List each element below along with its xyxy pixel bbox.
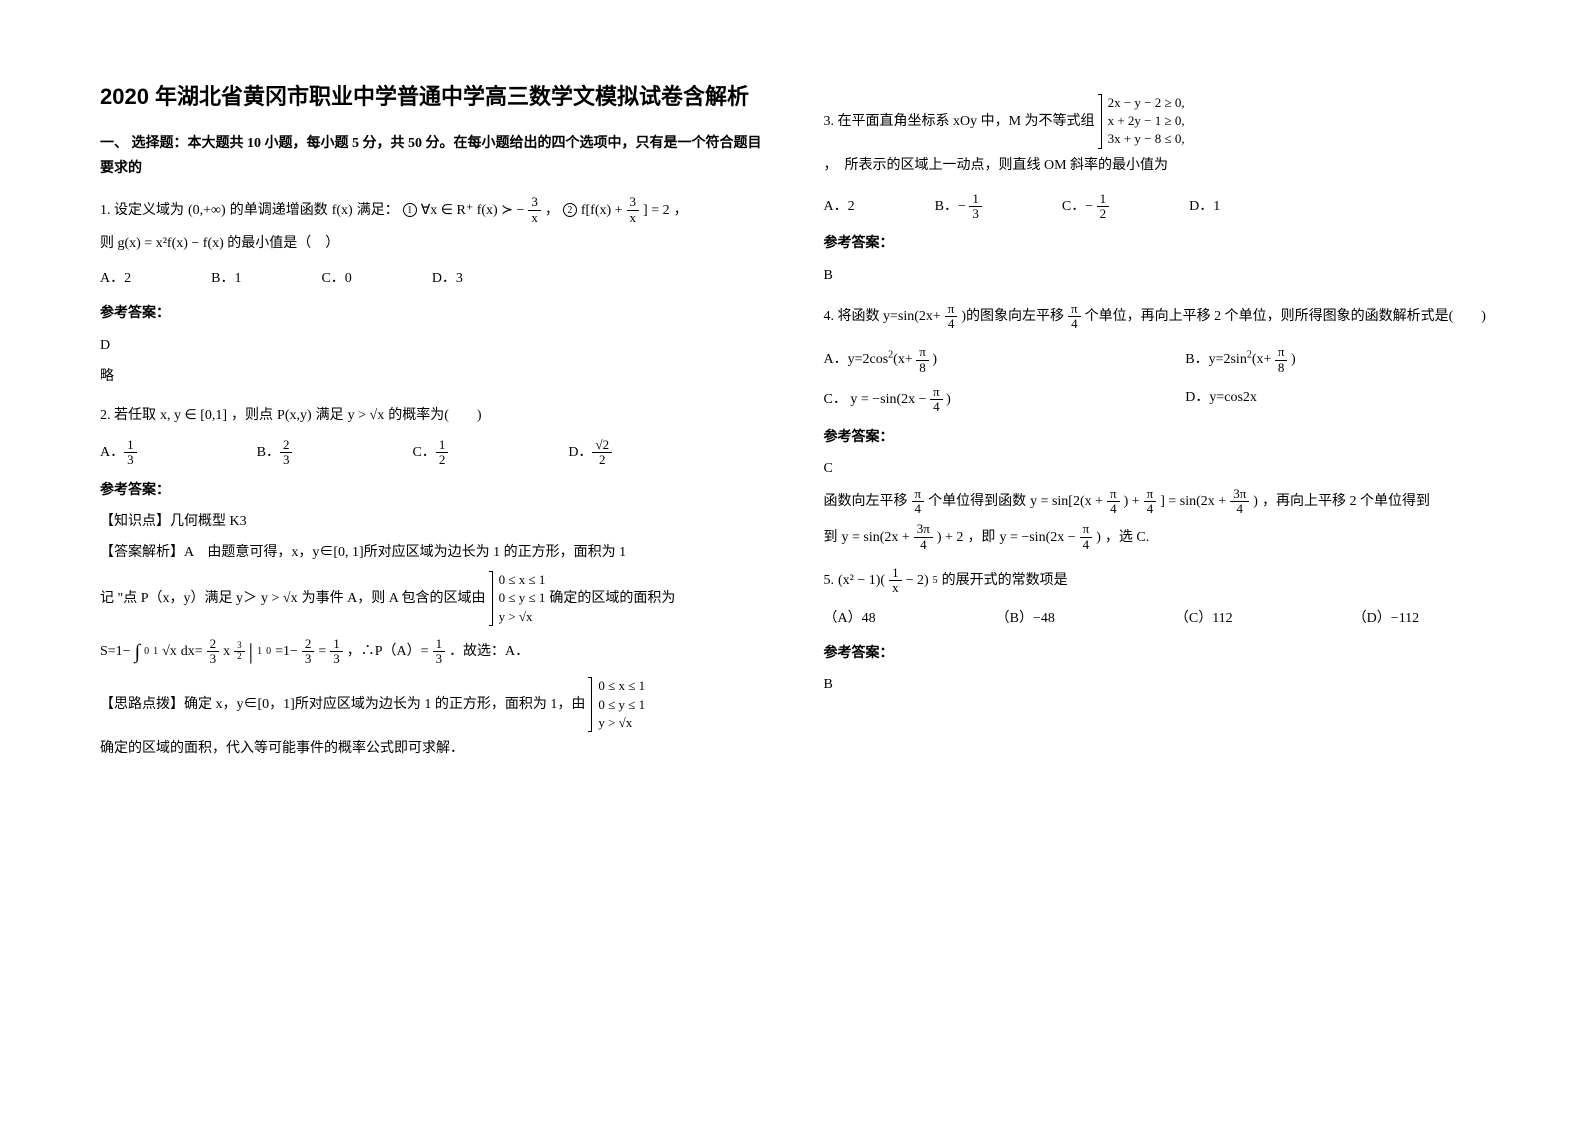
q3-opt-a: A．2 — [824, 194, 855, 219]
q1-options: A．2 B．1 C．0 D．3 — [100, 266, 764, 291]
fraction: 3 x — [627, 195, 640, 225]
q4-opt-c: C． y = −sin(2x − π4 ) — [824, 385, 1126, 415]
cases-icon: 2x − y − 2 ≥ 0, x + 2y − 1 ≥ 0, 3x + y −… — [1101, 94, 1185, 149]
q2-exp2: 记 "点 P（x，y）满足 y＞y > √x 为事件 A，则 A 包含的区域由 … — [100, 571, 764, 626]
question-3: 3. 在平面直角坐标系 xOy 中，M 为不等式组 2x − y − 2 ≥ 0… — [824, 94, 1488, 288]
q5-opt-d: （D）−112 — [1353, 606, 1420, 631]
q3-answer: B — [824, 263, 1488, 288]
q2-opt-c: C．12 — [412, 438, 448, 468]
q4-opt-a: A．y=2cos2(x+ π8 ) — [824, 345, 1126, 375]
answer-label: 参考答案： — [100, 301, 764, 326]
q4-options: A．y=2cos2(x+ π8 ) B．y=2sin2(x+ π8 ) C． y… — [824, 345, 1488, 414]
q1-stem: 1. 设定义域为 (0,+∞) 的单调递增函数 f(x) 满足： 1 ∀x ∈ … — [100, 195, 764, 225]
q4-stem: 4. 将函数 y=sin(2x+ π4 )的图象向左平移 π4 个单位，再向上平… — [824, 302, 1488, 332]
q5-opt-a: （A）48 — [824, 606, 876, 631]
q2-exp1: 【答案解析】A 由题意可得，x，y∈[0, 1]所对应区域为边长为 1 的正方形… — [100, 540, 764, 565]
q2-opt-a: A．13 — [100, 438, 137, 468]
q2-think: 【思路点拨】确定 x，y∈[0，1]所对应区域为边长为 1 的正方形，面积为 1… — [100, 677, 764, 761]
q3-options: A．2 B．− 13 C．− 12 D．1 — [824, 192, 1488, 222]
left-column: 2020 年湖北省黄冈市职业中学普通中学高三数学文模拟试卷含解析 一、 选择题：… — [100, 80, 764, 1082]
answer-label: 参考答案： — [100, 478, 764, 503]
q2-s-line: S=1− ∫01 √x dx= 23 x32 |10 =1− 23 = 13 ，… — [100, 632, 764, 672]
cases-icon: 0 ≤ x ≤ 1 0 ≤ y ≤ 1 y > √x — [492, 571, 546, 626]
q5-options: （A）48 （B）−48 （C）112 （D）−112 — [824, 606, 1488, 631]
q4-exp1: 函数向左平移 π4 个单位得到函数 y = sin[2(x + π4 ) + π… — [824, 487, 1488, 517]
q1-opt-d: D．3 — [432, 266, 463, 291]
q1-opt-b: B．1 — [211, 266, 241, 291]
q5-stem: 5. (x² − 1)( 1x − 2)5 的展开式的常数项是 — [824, 566, 1488, 596]
circle-1-icon: 1 — [403, 203, 417, 217]
q4-exp2: 到 y = sin(2x + 3π4 ) + 2 ，即 y = −sin(2x … — [824, 522, 1488, 552]
q1-opt-c: C．0 — [321, 266, 351, 291]
q1-opt-a: A．2 — [100, 266, 131, 291]
q3-opt-b: B．− 13 — [935, 192, 982, 222]
q4-answer: C — [824, 456, 1488, 481]
q2-opt-b: B．23 — [257, 438, 293, 468]
q5-answer: B — [824, 672, 1488, 697]
circle-2-icon: 2 — [563, 203, 577, 217]
q2-opt-d: D．√22 — [568, 438, 612, 468]
q1-g-line: 则 g(x) = x²f(x) − f(x) 的最小值是（ ） — [100, 231, 764, 256]
q3-stem: 3. 在平面直角坐标系 xOy 中，M 为不等式组 2x − y − 2 ≥ 0… — [824, 94, 1488, 178]
q4-opt-b: B．y=2sin2(x+ π8 ) — [1185, 345, 1487, 375]
q2-stem: 2. 若任取 x, y ∈ [0,1] ，则点 P(x,y) 满足 y > √x… — [100, 403, 764, 428]
right-column: 3. 在平面直角坐标系 xOy 中，M 为不等式组 2x − y − 2 ≥ 0… — [824, 80, 1488, 1082]
answer-label: 参考答案： — [824, 231, 1488, 256]
answer-label: 参考答案： — [824, 425, 1488, 450]
q5-opt-b: （B）−48 — [996, 606, 1055, 631]
exam-title: 2020 年湖北省黄冈市职业中学普通中学高三数学文模拟试卷含解析 — [100, 80, 764, 113]
fraction: 3 x — [528, 195, 541, 225]
q1-exp: 略 — [100, 364, 764, 389]
question-2: 2. 若任取 x, y ∈ [0,1] ，则点 P(x,y) 满足 y > √x… — [100, 403, 764, 761]
section-1-head: 一、 选择题：本大题共 10 小题，每小题 5 分，共 50 分。在每小题给出的… — [100, 131, 764, 181]
question-5: 5. (x² − 1)( 1x − 2)5 的展开式的常数项是 （A）48 （B… — [824, 566, 1488, 697]
q4-opt-d: D．y=cos2x — [1185, 385, 1487, 415]
q2-kp: 【知识点】几何概型 K3 — [100, 509, 764, 534]
answer-label: 参考答案： — [824, 641, 1488, 666]
q3-opt-c: C．− 12 — [1062, 192, 1109, 222]
q1-answer: D — [100, 333, 764, 358]
q2-options: A．13 B．23 C．12 D．√22 — [100, 438, 764, 468]
question-4: 4. 将函数 y=sin(2x+ π4 )的图象向左平移 π4 个单位，再向上平… — [824, 302, 1488, 552]
question-1: 1. 设定义域为 (0,+∞) 的单调递增函数 f(x) 满足： 1 ∀x ∈ … — [100, 195, 764, 389]
cases-icon: 0 ≤ x ≤ 1 0 ≤ y ≤ 1 y > √x — [591, 677, 645, 732]
q5-opt-c: （C）112 — [1175, 606, 1233, 631]
q3-opt-d: D．1 — [1189, 194, 1220, 219]
